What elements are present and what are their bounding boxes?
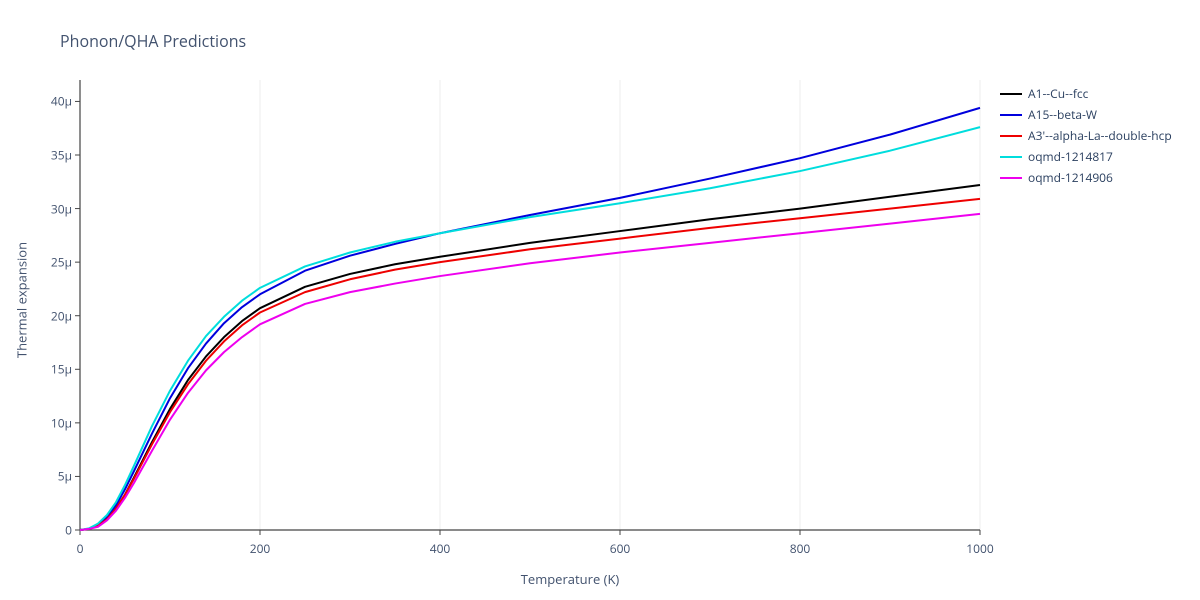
series-line[interactable] [80,214,980,530]
y-tick-label: 5μ [58,468,72,485]
legend-swatch [1000,156,1022,158]
x-tick-label: 600 [610,540,631,557]
legend: A1--Cu--fcc A15--beta-W A3'--alpha-La--dou… [1000,85,1172,190]
legend-label: A15--beta-W [1028,106,1097,123]
legend-item[interactable]: oqmd-1214906 [1000,169,1172,186]
legend-swatch [1000,114,1022,116]
x-axis-label: Temperature (K) [80,570,1060,588]
y-tick-label: 10μ [51,414,72,431]
x-tick-label: 1000 [966,540,993,557]
legend-item[interactable]: A3'--alpha-La--double-hcp [1000,127,1172,144]
legend-swatch [1000,135,1022,137]
series-line[interactable] [80,185,980,530]
series-line[interactable] [80,127,980,530]
x-tick-label: 400 [430,540,451,557]
legend-swatch [1000,93,1022,95]
series-line[interactable] [80,199,980,530]
legend-label: A1--Cu--fcc [1028,85,1088,102]
y-tick-label: 30μ [51,200,72,217]
y-tick-label: 25μ [51,254,72,271]
series-line[interactable] [80,108,980,530]
legend-item[interactable]: oqmd-1214817 [1000,148,1172,165]
chart-container: Phonon/QHA Predictions Thermal expansion… [0,0,1200,600]
legend-item[interactable]: A1--Cu--fcc [1000,85,1172,102]
y-tick-label: 15μ [51,361,72,378]
x-tick-label: 0 [77,540,84,557]
x-tick-label: 200 [250,540,271,557]
legend-item[interactable]: A15--beta-W [1000,106,1172,123]
y-tick-label: 35μ [51,147,72,164]
legend-swatch [1000,177,1022,179]
y-tick-label: 40μ [51,93,72,110]
legend-label: oqmd-1214906 [1028,169,1113,186]
y-tick-label: 0 [65,522,72,539]
y-axis-label: Thermal expansion [13,242,31,358]
y-tick-label: 20μ [51,307,72,324]
legend-label: A3'--alpha-La--double-hcp [1028,127,1172,144]
legend-label: oqmd-1214817 [1028,148,1113,165]
chart-title: Phonon/QHA Predictions [60,30,246,52]
plot-area [80,80,980,530]
x-tick-label: 800 [790,540,811,557]
